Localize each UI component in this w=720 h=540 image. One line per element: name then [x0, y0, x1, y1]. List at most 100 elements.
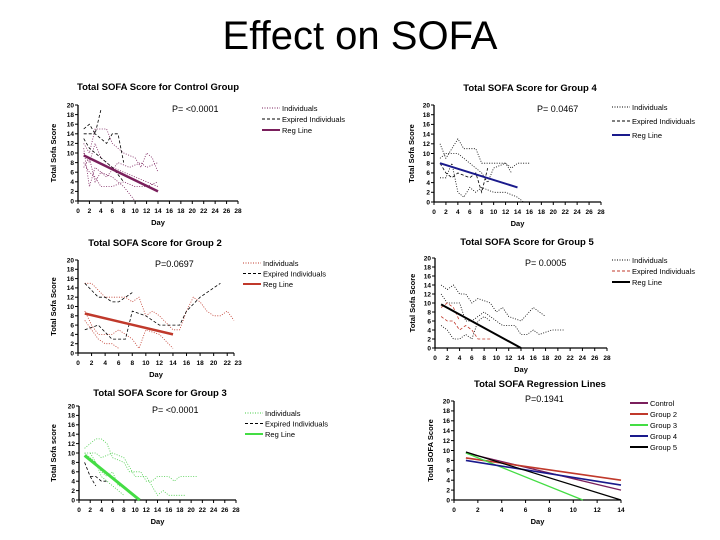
series-line: [84, 462, 97, 487]
x-tick-label: 24: [574, 209, 582, 216]
regression-line: [84, 312, 174, 336]
y-tick-label: 2: [426, 190, 430, 197]
legend-label: Control: [650, 399, 675, 408]
y-tick-label: 10: [423, 151, 431, 158]
regression-line: [465, 452, 622, 491]
series-line: [89, 452, 124, 487]
legend-label: Group 2: [650, 410, 677, 419]
y-tick-label: 12: [67, 295, 75, 302]
y-tick-label: 2: [70, 341, 74, 348]
x-tick-label: 0: [432, 209, 436, 216]
y-tick-label: 4: [426, 180, 430, 187]
regression-line: [83, 454, 141, 502]
x-tick-label: 14: [517, 355, 525, 362]
x-tick-label: 8: [122, 208, 126, 215]
y-tick-label: 10: [424, 300, 432, 307]
legend-label: Expired Individuals: [263, 270, 326, 279]
x-tick-label: 2: [90, 360, 94, 367]
legend-label: Reg Line: [632, 278, 662, 287]
x-tick-label: 14: [514, 209, 522, 216]
y-axis-label: Total Sofa Score: [49, 124, 58, 183]
y-tick-label: 4: [446, 478, 450, 485]
y-tick-label: 18: [67, 267, 75, 274]
y-tick-label: 16: [423, 122, 431, 129]
series-line: [440, 161, 524, 203]
x-tick-label: 12: [502, 209, 510, 216]
y-tick-label: 0: [70, 350, 74, 357]
p-value: P=0.1941: [525, 394, 564, 404]
legend-label: Group 5: [650, 443, 677, 452]
x-tick-label: 10: [490, 209, 498, 216]
chart-title: Total SOFA Score for Group 3: [93, 388, 227, 399]
y-tick-label: 0: [426, 199, 430, 206]
x-tick-label: 23: [235, 360, 243, 367]
x-tick-label: 2: [88, 507, 92, 514]
y-tick-label: 18: [67, 112, 75, 119]
x-tick-label: 12: [594, 507, 602, 514]
y-tick-label: 2: [70, 189, 74, 196]
x-tick-label: 20: [210, 360, 218, 367]
y-tick-label: 20: [67, 102, 75, 109]
x-tick-label: 0: [77, 507, 81, 514]
x-tick-label: 8: [130, 360, 134, 367]
x-tick-label: 14: [154, 507, 162, 514]
legend-label: Expired Individuals: [632, 117, 695, 126]
series-line: [83, 109, 102, 135]
x-tick-label: 6: [110, 208, 114, 215]
y-tick-label: 16: [67, 276, 75, 283]
y-tick-label: 20: [443, 398, 451, 405]
x-axis-label: Day: [514, 365, 529, 374]
x-tick-label: 28: [597, 209, 605, 216]
x-tick-label: 6: [117, 360, 121, 367]
x-tick-label: 2: [88, 208, 92, 215]
y-axis-label: Total Sofa Score: [408, 274, 417, 333]
y-tick-label: 14: [67, 285, 75, 292]
y-tick-label: 0: [427, 345, 431, 352]
x-tick-label: 26: [591, 355, 599, 362]
series-line: [90, 476, 107, 482]
y-axis-label: Total Sofa Score: [407, 124, 416, 183]
x-tick-label: 2: [444, 209, 448, 216]
y-tick-label: 12: [443, 438, 451, 445]
y-tick-label: 6: [70, 170, 74, 177]
x-tick-label: 2: [476, 507, 480, 514]
x-tick-label: 26: [223, 208, 231, 215]
series-line: [439, 153, 512, 184]
legend-label: Expired Individuals: [282, 115, 345, 124]
series-line: [84, 452, 125, 496]
y-tick-label: 0: [71, 497, 75, 504]
series-line: [84, 283, 133, 303]
series-line: [83, 133, 125, 163]
y-tick-label: 6: [70, 322, 74, 329]
x-tick-label: 14: [169, 360, 177, 367]
x-tick-label: 10: [132, 208, 140, 215]
x-tick-label: 26: [221, 507, 229, 514]
y-tick-label: 14: [443, 428, 451, 435]
x-axis-label: Day: [149, 370, 164, 379]
legend-label: Group 4: [650, 432, 677, 441]
chart-title: Total SOFA Regression Lines: [474, 379, 606, 390]
y-tick-label: 6: [426, 170, 430, 177]
series-line: [84, 282, 221, 340]
x-axis-label: Day: [531, 517, 546, 526]
x-tick-label: 8: [480, 209, 484, 216]
y-tick-label: 10: [67, 150, 75, 157]
y-axis-label: Total SOFA Score: [426, 419, 435, 482]
series-line: [84, 282, 235, 331]
y-tick-label: 8: [70, 313, 74, 320]
legend-label: Expired Individuals: [632, 267, 695, 276]
y-tick-label: 10: [68, 450, 76, 457]
x-tick-label: 18: [176, 507, 184, 514]
legend-label: Reg Line: [282, 126, 312, 135]
x-tick-label: 0: [76, 208, 80, 215]
y-tick-label: 20: [423, 102, 431, 109]
y-tick-label: 18: [443, 408, 451, 415]
x-tick-label: 10: [570, 507, 578, 514]
x-tick-label: 4: [458, 355, 462, 362]
y-tick-label: 18: [423, 112, 431, 119]
regression-line: [440, 303, 522, 349]
p-value: P= <0.0001: [172, 104, 219, 114]
legend-label: Group 3: [650, 421, 677, 430]
regression-line: [439, 162, 518, 189]
x-tick-label: 12: [143, 208, 151, 215]
